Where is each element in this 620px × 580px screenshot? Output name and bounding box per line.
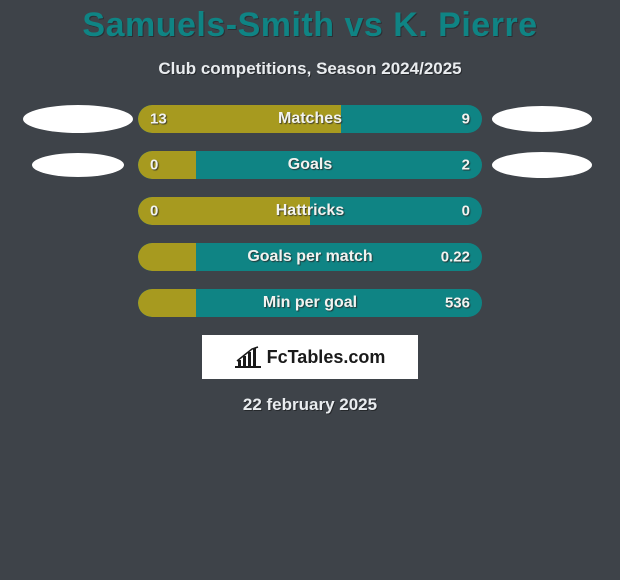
player-right-marker	[492, 106, 592, 132]
stat-bar: 0Hattricks0	[138, 197, 482, 225]
stat-bar-fill	[138, 151, 196, 179]
stat-row: 0Goals2	[0, 151, 620, 179]
stat-rows: 13Matches9 0Goals2 0Hattricks0 Goals per ma…	[0, 105, 620, 317]
stat-row: 13Matches9	[0, 105, 620, 133]
stat-bar: Min per goal536	[138, 289, 482, 317]
row-left-slot	[18, 105, 138, 133]
stat-bar-fill	[138, 243, 196, 271]
stat-right-value: 2	[462, 157, 470, 174]
stat-bar: 0Goals2	[138, 151, 482, 179]
stat-bar-fill	[138, 197, 310, 225]
brand-logo[interactable]: FcTables.com	[202, 335, 418, 379]
stat-row: Goals per match0.22	[0, 243, 620, 271]
stat-right-value: 536	[445, 295, 470, 312]
brand-logo-text: FcTables.com	[267, 347, 386, 368]
stat-right-value: 0	[462, 203, 470, 220]
page-subtitle: Club competitions, Season 2024/2025	[0, 59, 620, 79]
stat-right-value: 9	[462, 111, 470, 128]
stat-row: 0Hattricks0	[0, 197, 620, 225]
stat-left-value: 0	[150, 203, 158, 220]
row-right-slot	[482, 106, 602, 132]
row-left-slot	[18, 153, 138, 177]
comparison-card: Samuels-Smith vs K. Pierre Club competit…	[0, 0, 620, 415]
row-right-slot	[482, 152, 602, 178]
player-right-marker	[492, 152, 592, 178]
stat-row: Min per goal536	[0, 289, 620, 317]
stat-bar-fill	[138, 105, 341, 133]
stat-left-value: 0	[150, 157, 158, 174]
page-title: Samuels-Smith vs K. Pierre	[0, 6, 620, 45]
stat-right-value: 0.22	[441, 249, 470, 266]
date-label: 22 february 2025	[0, 395, 620, 415]
stat-bar-fill	[138, 289, 196, 317]
player-left-marker	[32, 153, 124, 177]
bar-chart-icon	[235, 346, 261, 368]
stat-bar: 13Matches9	[138, 105, 482, 133]
stat-bar: Goals per match0.22	[138, 243, 482, 271]
player-left-marker	[23, 105, 133, 133]
stat-left-value: 13	[150, 111, 167, 128]
